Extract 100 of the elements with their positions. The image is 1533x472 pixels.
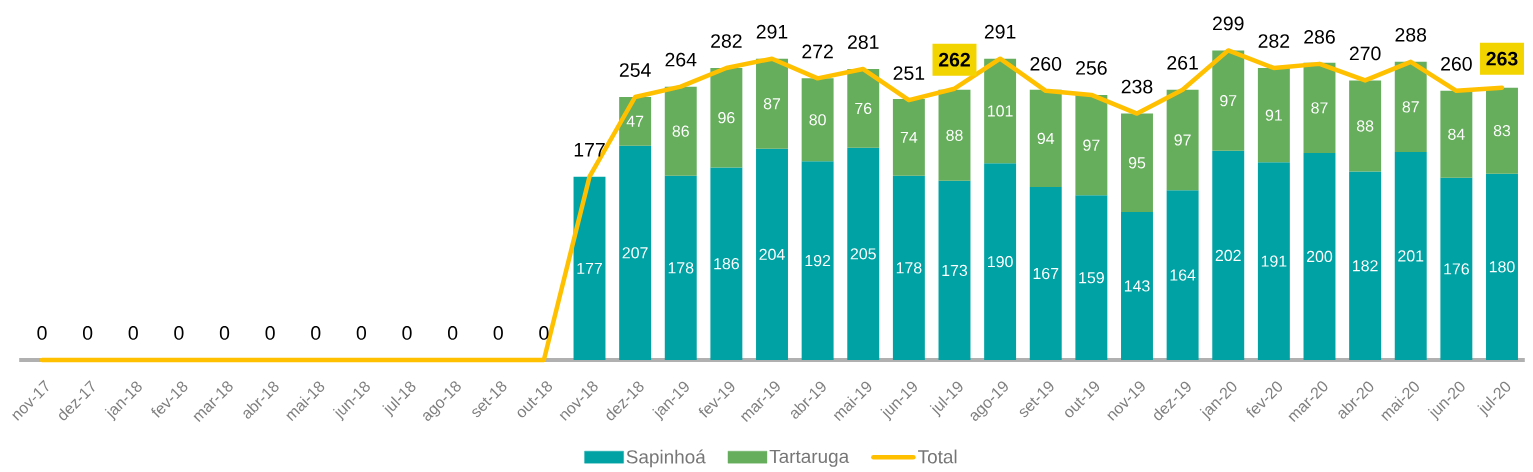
data-label: 0 [447,326,458,340]
data-label: 97 [1220,94,1237,107]
data-label: 186 [714,258,739,270]
data-label: 176 [1444,263,1469,275]
bar [1121,113,1153,212]
bar [847,147,880,360]
bar [756,58,788,149]
bar [984,163,1017,360]
data-label: 291 [756,24,788,39]
data-label: 84 [1448,128,1465,140]
bar [1394,61,1427,152]
data-label: 95 [1128,157,1146,169]
legend-label: Tartaruga [769,449,850,467]
data-label: 83 [1493,125,1511,137]
data-label: 87 [1311,102,1328,114]
data-label: 0 [402,326,412,340]
data-label: 0 [311,326,321,340]
bar [801,78,834,162]
data-label: 143 [1124,280,1150,292]
data-label: 177 [577,262,602,274]
data-label: 190 [988,256,1013,268]
bar [1212,150,1245,360]
data-label: 299 [1213,16,1244,31]
bar [573,176,606,360]
data-label: 260 [1441,56,1472,71]
data-label: 91 [1265,109,1282,121]
bar [1075,94,1108,196]
annotation: 262 [938,52,970,67]
data-label: 192 [805,254,831,267]
bar [847,69,880,148]
bar [1257,68,1290,163]
bar [1303,62,1336,153]
data-label: 261 [1167,55,1198,70]
bar [1440,177,1473,360]
bar [1075,195,1108,360]
data-label: 0 [128,326,138,340]
data-label: 97 [1174,134,1191,146]
data-label: 272 [802,44,833,59]
data-label: 101 [988,105,1013,117]
bar [1029,89,1062,188]
data-label: 87 [1402,101,1419,113]
bar [619,145,652,360]
data-label: 164 [1170,269,1196,281]
data-label: 86 [672,125,689,137]
bar [892,175,925,360]
data-label: 87 [763,98,781,110]
bar [1440,90,1473,178]
data-label: 0 [83,326,93,340]
bar [710,68,743,168]
data-label: 180 [1489,261,1515,273]
data-label: 260 [1030,56,1062,71]
bar [938,180,971,360]
bar [710,167,743,360]
data-label: 282 [711,34,742,48]
data-label: 178 [668,262,694,274]
data-label: 0 [219,326,230,340]
data-label: 282 [1258,34,1290,48]
data-label: 173 [942,264,968,277]
data-label: 191 [1261,255,1287,267]
data-label: 0 [174,326,184,340]
data-label: 286 [1304,29,1335,44]
data-label: 76 [855,102,872,115]
data-label: 88 [946,129,963,141]
bar [1486,173,1518,360]
data-label: 88 [1356,120,1374,132]
bar [1349,171,1382,360]
data-label: 200 [1306,250,1333,263]
data-label: 291 [984,24,1016,39]
bar [1121,211,1153,360]
data-label: 97 [1083,139,1100,151]
data-label: 178 [896,262,922,274]
bar [801,161,834,360]
bar [1486,87,1518,174]
bar [664,175,697,360]
data-label: 204 [759,248,785,261]
bar [892,99,925,176]
bar [1257,162,1290,360]
data-label: 207 [622,247,648,259]
data-label: 256 [1076,61,1107,75]
data-label: 96 [718,112,735,124]
bar [1166,89,1199,191]
data-label: 288 [1395,27,1427,42]
legend-label: Sapinhoá [626,449,706,468]
data-label: 159 [1079,272,1104,284]
data-label: 254 [619,63,651,77]
data-label: 0 [493,326,503,340]
bar [1349,80,1382,172]
data-label: 205 [850,248,876,260]
bar [984,58,1017,164]
bar [1029,187,1062,360]
data-label: 281 [848,35,879,49]
data-label: 201 [1398,250,1424,262]
bar [756,148,788,360]
data-label: 47 [626,115,644,127]
data-label: 167 [1033,267,1059,280]
data-label: 251 [893,66,925,80]
bar [1303,152,1336,360]
data-label: 264 [665,52,697,67]
bar [1212,50,1245,151]
bar [1166,190,1199,360]
